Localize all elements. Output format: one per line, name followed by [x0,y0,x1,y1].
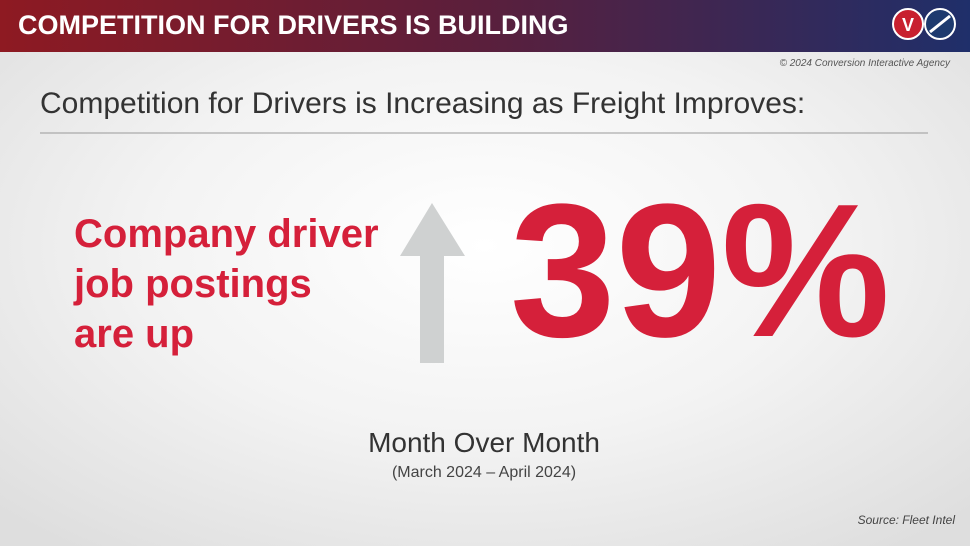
stat-range: (March 2024 – April 2024) [392,464,576,481]
stat-label-line: job postings [73,262,312,306]
svg-text:V: V [902,15,914,35]
stat-period: Month Over Month [368,427,600,458]
header-title: COMPETITION FOR DRIVERS IS BUILDING [18,10,569,40]
up-arrow [400,203,465,363]
stat-value: 39% [510,165,890,377]
stat-label-line: are up [74,312,194,356]
header-bar [0,0,970,52]
source: Source: Fleet Intel [858,513,956,527]
stat-label: Company driver job postings are up [73,212,379,356]
heading: Competition for Drivers is Increasing as… [40,87,805,120]
logos: V [892,8,956,40]
copyright: © 2024 Conversion Interactive Agency [780,58,951,69]
stat-label-line: Company driver [74,212,379,256]
